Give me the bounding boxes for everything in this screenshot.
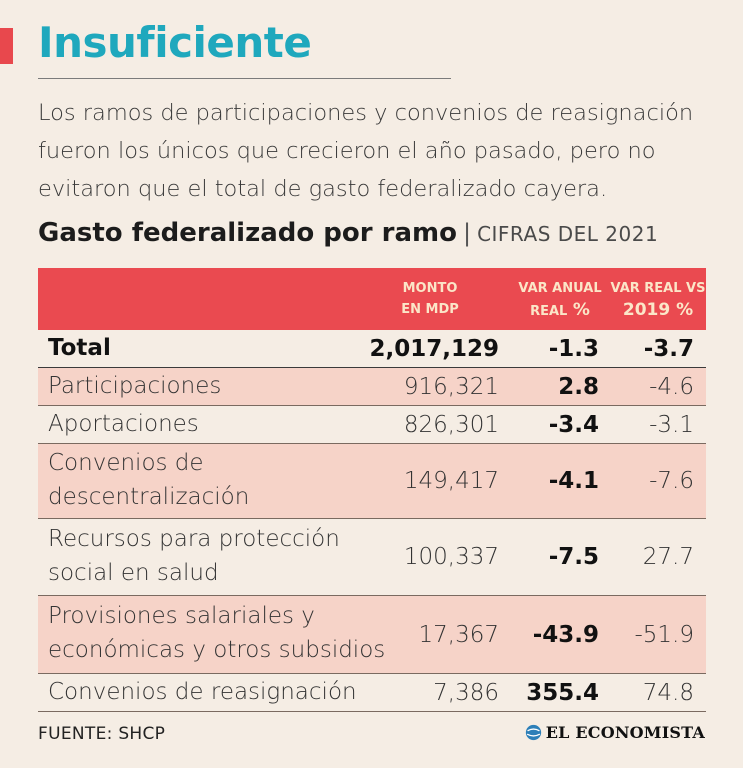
header-monto: MONTO EN MDP — [390, 278, 470, 320]
row-monto: 100,337 — [403, 544, 499, 570]
chart-subtitle: CIFRAS DEL 2021 — [477, 222, 659, 246]
logo-text: EL ECONOMISTA — [545, 723, 705, 742]
row-name-line1: Provisiones salariales y — [48, 603, 315, 629]
intro-paragraph: Los ramos de participaciones y convenios… — [38, 100, 694, 202]
row-monto: 7,386 — [433, 679, 499, 706]
row-name: Aportaciones — [48, 411, 199, 437]
header-var-2019: VAR REAL VS 2019 % — [610, 278, 706, 321]
headline-divider — [38, 78, 451, 79]
table-row: Participaciones 916,321 2.8 -4.6 — [38, 368, 706, 406]
row-monto: 826,301 — [403, 411, 499, 438]
row-name-line2: descentralización — [48, 484, 250, 510]
row-var-2019: 74.8 — [642, 679, 694, 706]
header-var-2019-line1: VAR REAL VS — [610, 281, 706, 296]
row-var-2019: -4.6 — [649, 373, 694, 400]
row-var-2019: -3.7 — [643, 335, 694, 362]
row-name: Participaciones — [48, 373, 222, 399]
row-name-line2: social en salud — [48, 560, 219, 586]
row-name: Convenios de reasignación — [48, 679, 357, 705]
table-row: Convenios de reasignación 7,386 355.4 74… — [38, 674, 706, 712]
header-monto-line1: MONTO — [402, 281, 458, 296]
table-row: Aportaciones 826,301 -3.4 -3.1 — [38, 406, 706, 444]
row-monto: 149,417 — [403, 468, 499, 494]
chart-title-main: Gasto federalizado por ramo — [38, 218, 457, 248]
row-name-line2: económicas y otros subsidios — [48, 637, 386, 663]
table-row: Recursos para protección social en salud… — [38, 519, 706, 596]
table-header: MONTO EN MDP VAR ANUAL REAL % VAR REAL V… — [38, 268, 706, 330]
chart-title: Gasto federalizado por ramo | CIFRAS DEL 2… — [38, 218, 658, 248]
row-var-anual: 355.4 — [526, 679, 599, 706]
row-var-2019: -51.9 — [634, 621, 694, 648]
table-row-total: Total 2,017,129 -1.3 -3.7 — [38, 330, 706, 368]
row-var-anual: -1.3 — [548, 335, 599, 362]
data-table: MONTO EN MDP VAR ANUAL REAL % VAR REAL V… — [38, 268, 706, 712]
row-name-line1: Recursos para protección — [48, 526, 340, 552]
row-name: Provisiones salariales y económicas y ot… — [48, 599, 446, 667]
row-var-anual: -7.5 — [548, 544, 599, 570]
accent-bar — [0, 28, 13, 64]
row-var-2019: -7.6 — [649, 468, 694, 494]
row-name: Total — [48, 335, 111, 361]
source-note: FUENTE: SHCP — [38, 724, 166, 744]
row-var-anual: -3.4 — [548, 411, 599, 438]
header-var-anual: VAR ANUAL REAL % — [510, 278, 610, 322]
row-monto: 916,321 — [403, 373, 499, 400]
row-monto: 2,017,129 — [369, 335, 500, 362]
row-var-2019: -3.1 — [649, 411, 694, 438]
header-var-anual-line2: REAL % — [530, 300, 590, 320]
row-var-2019: 27.7 — [642, 544, 694, 570]
publisher-logo: EL ECONOMISTA — [525, 723, 705, 742]
table-row: Convenios de descentralización 149,417 -… — [38, 444, 706, 519]
row-var-anual: 2.8 — [558, 373, 599, 400]
row-monto: 17,367 — [418, 621, 499, 648]
row-name: Recursos para protección social en salud — [48, 522, 376, 590]
header-var-anual-real: REAL — [530, 304, 568, 319]
row-name-line1: Convenios de — [48, 450, 204, 476]
row-name: Convenios de descentralización — [48, 446, 376, 514]
header-var-anual-line1: VAR ANUAL — [518, 281, 602, 296]
header-var-2019-line2: 2019 % — [622, 300, 694, 320]
row-var-anual: -43.9 — [532, 621, 599, 648]
header-var-anual-pct: % — [572, 300, 590, 320]
row-var-anual: -4.1 — [548, 468, 599, 494]
header-monto-line2: EN MDP — [401, 302, 459, 317]
title-separator: | — [462, 219, 472, 247]
headline: Insuficiente — [38, 18, 312, 67]
globe-icon — [525, 724, 541, 741]
table-row: Provisiones salariales y económicas y ot… — [38, 596, 706, 674]
